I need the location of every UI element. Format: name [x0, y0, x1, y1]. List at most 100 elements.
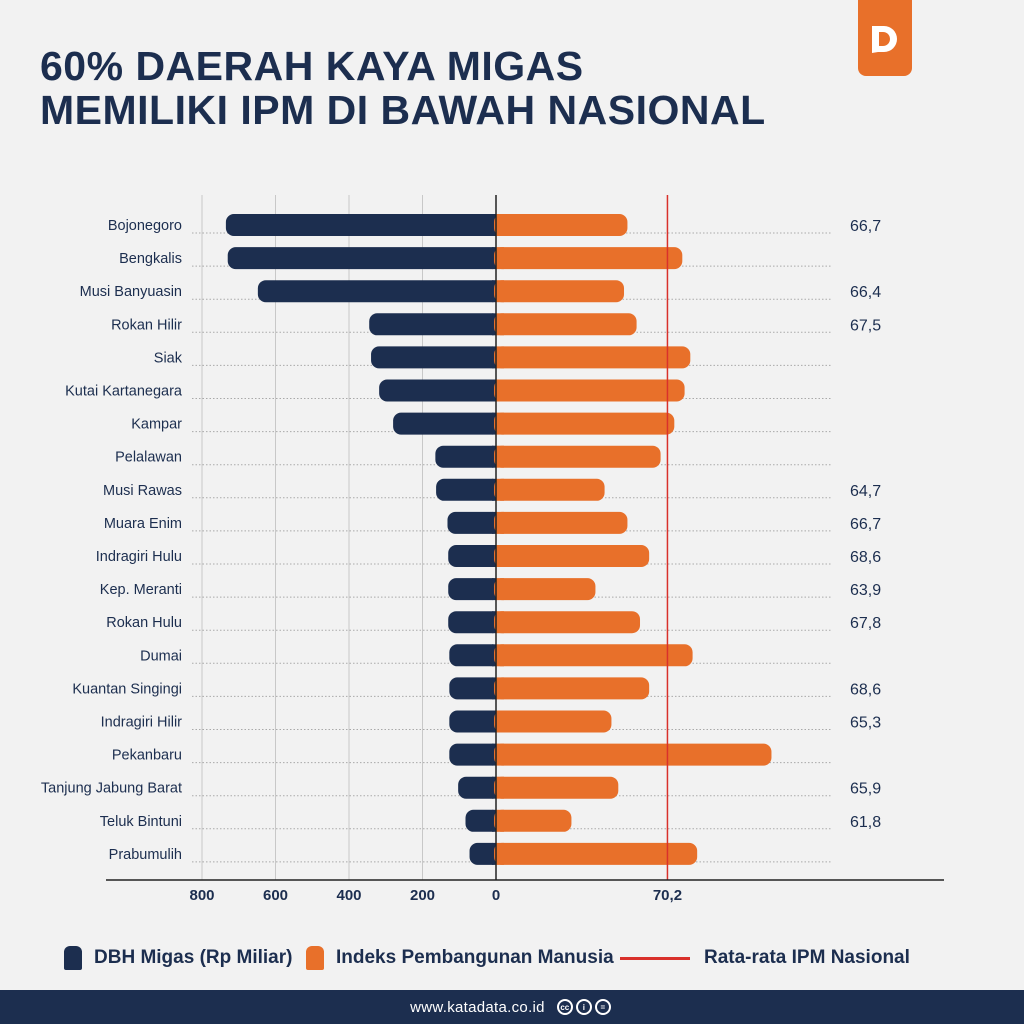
category-label: Bojonegoro	[108, 218, 182, 234]
legend-label-ipm: Indeks Pembangunan Manusia	[336, 947, 614, 968]
legend-label-dbh: DBH Migas (Rp Miliar)	[94, 947, 293, 968]
ipm-bar-edge	[496, 776, 504, 799]
dbh-bar	[458, 776, 500, 799]
ipm-bar	[494, 280, 625, 303]
ipm-bar-edge	[496, 247, 504, 270]
category-label: Bengkalis	[119, 251, 182, 267]
ipm-bar	[494, 214, 628, 236]
category-label: Siak	[154, 350, 183, 366]
ipm-bar-edge	[496, 644, 504, 667]
category-label: Tanjung Jabung Barat	[41, 781, 182, 797]
ipm-bar-edge	[496, 478, 504, 501]
ipm-bar	[494, 677, 650, 700]
legend-swatch-ipm	[306, 946, 324, 970]
category-label: Indragiri Hulu	[96, 549, 182, 565]
ipm-bar	[494, 445, 661, 468]
ipm-value-label: 61,8	[850, 814, 881, 831]
right-tick-label: 70,2	[653, 887, 682, 904]
ipm-bar	[494, 710, 612, 733]
ipm-bar	[494, 644, 693, 667]
dbh-bar	[449, 677, 500, 700]
logo-letter-d-icon	[872, 26, 897, 53]
dbh-bar	[447, 511, 500, 534]
ipm-bar-edge	[496, 379, 504, 402]
ipm-value-label: 66,4	[850, 284, 881, 301]
dbh-bar	[448, 578, 500, 601]
ipm-bar-edge	[496, 511, 504, 534]
ipm-value-label: 66,7	[850, 218, 881, 235]
ipm-value-label: 68,6	[850, 681, 881, 698]
ipm-bar-edge	[496, 710, 504, 733]
legend-item-dbh: DBH Migas (Rp Miliar)	[64, 940, 292, 976]
ipm-bar	[494, 346, 691, 369]
ipm-bar-edge	[496, 578, 504, 601]
ipm-bar-edge	[496, 346, 504, 369]
category-label: Kutai Kartanegara	[65, 384, 183, 400]
by-icon: i	[575, 999, 592, 1015]
category-label: Dumai	[140, 648, 182, 664]
cc-icon: cc	[556, 999, 573, 1015]
ipm-bar	[494, 842, 698, 865]
left-tick-label: 800	[189, 887, 214, 904]
left-tick-label: 400	[336, 887, 361, 904]
category-label: Indragiri Hilir	[101, 715, 183, 731]
dbh-bar	[449, 644, 500, 667]
ipm-bar-edge	[496, 313, 504, 336]
ipm-bar	[494, 809, 572, 832]
license-icons: cc i =	[556, 999, 614, 1015]
ipm-bar	[494, 313, 637, 336]
ipm-bar-edge	[496, 445, 504, 468]
legend-label-avg: Rata-rata IPM Nasional	[704, 947, 910, 968]
dbh-bar	[465, 809, 500, 832]
footer: www.katadata.co.id cc i =	[0, 990, 1024, 1024]
category-label: Pelalawan	[115, 450, 182, 466]
footer-site-link[interactable]: www.katadata.co.id	[410, 998, 545, 1016]
ipm-bar	[494, 611, 641, 634]
dbh-bar	[257, 280, 500, 303]
ipm-value-label: 65,3	[850, 715, 881, 732]
category-label: Kuantan Singingi	[72, 681, 182, 697]
dbh-bar	[448, 545, 500, 567]
ipm-value-label: 68,6	[850, 549, 881, 566]
ipm-bar	[494, 545, 650, 567]
ipm-bar	[494, 743, 772, 766]
category-label: Kampar	[131, 417, 182, 433]
category-label: Rokan Hilir	[111, 317, 182, 333]
ipm-value-label: 67,5	[850, 317, 881, 334]
ipm-bar-edge	[496, 280, 504, 303]
dbh-bar	[449, 743, 500, 766]
dbh-bar	[225, 214, 500, 236]
left-tick-label: 0	[492, 887, 500, 904]
katadata-logo-icon	[858, 0, 912, 76]
ipm-value-label: 64,7	[850, 483, 881, 500]
ipm-bar	[494, 578, 596, 601]
title-line-2: MEMILIKI IPM DI BAWAH NASIONAL	[40, 87, 766, 133]
ipm-bar	[494, 511, 628, 534]
dbh-bar	[227, 247, 500, 270]
legend-swatch-avg-line	[620, 956, 690, 960]
category-label: Pekanbaru	[112, 748, 182, 764]
category-label: Teluk Bintuni	[100, 814, 182, 830]
category-label: Musi Banyuasin	[80, 284, 182, 300]
ipm-bar-edge	[496, 743, 504, 766]
category-label: Muara Enim	[104, 516, 182, 532]
dbh-bar	[436, 478, 500, 501]
ipm-value-label: 65,9	[850, 781, 881, 798]
ipm-bar	[494, 379, 685, 402]
legend-item-ipm: Indeks Pembangunan Manusia	[306, 940, 614, 976]
nd-icon: =	[594, 999, 611, 1015]
category-label: Prabumulih	[109, 847, 182, 863]
ipm-bar	[494, 412, 675, 435]
legend-item-avg: Rata-rata IPM Nasional	[620, 940, 910, 976]
ipm-bar-edge	[496, 842, 504, 865]
ipm-bar-edge	[496, 545, 504, 567]
ipm-bar	[494, 478, 605, 501]
ipm-bar	[494, 247, 683, 270]
legend: DBH Migas (Rp Miliar) Indeks Pembangunan…	[64, 940, 964, 976]
category-label: Kep. Meranti	[100, 582, 182, 598]
chart: 800 600 400 200 0 Bojonegoro Bengkalis Musi Ban…	[41, 195, 944, 904]
left-tick-label: 200	[410, 887, 435, 904]
legend-swatch-dbh	[64, 946, 82, 970]
ipm-bar-edge	[496, 412, 504, 435]
category-label: Musi Rawas	[103, 483, 182, 499]
